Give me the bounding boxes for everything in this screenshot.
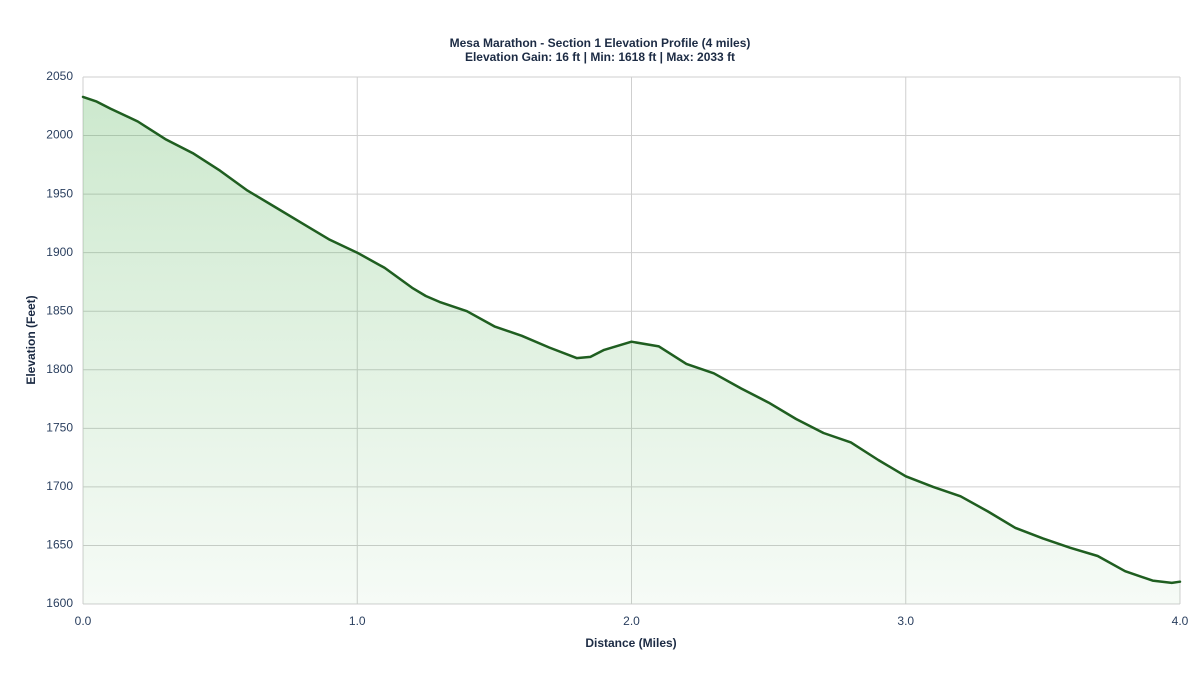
elevation-line xyxy=(81,95,1182,585)
x-axis-title: Distance (Miles) xyxy=(585,636,676,650)
x-tick-label: 3.0 xyxy=(897,614,914,628)
y-tick-label: 1750 xyxy=(46,421,73,435)
y-tick-label: 1650 xyxy=(46,538,73,552)
x-tick-label: 0.0 xyxy=(75,614,92,628)
x-tick-label: 1.0 xyxy=(349,614,366,628)
y-tick-label: 2050 xyxy=(46,69,73,83)
x-tick-label: 4.0 xyxy=(1172,614,1189,628)
y-tick-label: 1800 xyxy=(46,362,73,376)
y-tick-label: 1700 xyxy=(46,479,73,493)
y-tick-label: 1600 xyxy=(46,596,73,610)
x-tick-label: 2.0 xyxy=(623,614,640,628)
y-axis-title: Elevation (Feet) xyxy=(24,295,38,384)
y-tick-label: 1950 xyxy=(46,186,73,200)
y-tick-label: 1850 xyxy=(46,303,73,317)
y-tick-label: 1900 xyxy=(46,245,73,259)
chart-subtitle: Elevation Gain: 16 ft | Min: 1618 ft | M… xyxy=(465,50,735,64)
chart-title: Mesa Marathon - Section 1 Elevation Prof… xyxy=(450,36,751,50)
y-tick-label: 2000 xyxy=(46,128,73,142)
